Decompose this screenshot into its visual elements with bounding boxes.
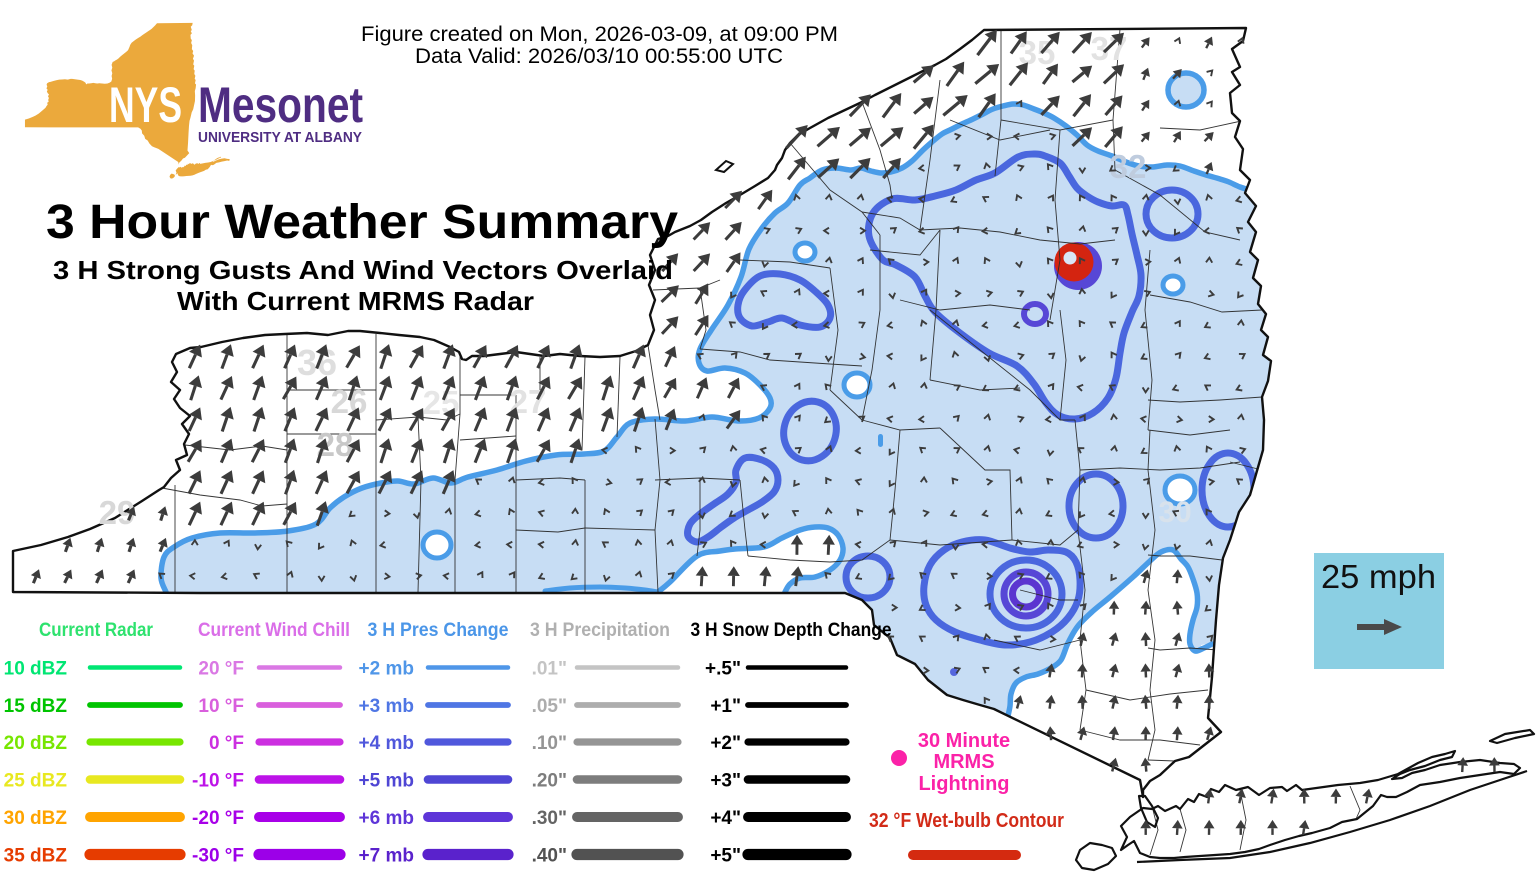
svg-text:With Current MRMS Radar: With Current MRMS Radar — [177, 286, 534, 316]
svg-text:10 °F: 10 °F — [198, 696, 244, 717]
svg-text:+4": +4" — [710, 808, 741, 829]
svg-text:UNIVERSITY AT ALBANY: UNIVERSITY AT ALBANY — [198, 129, 362, 146]
svg-text:+7 mb: +7 mb — [359, 846, 414, 867]
svg-text:25 dBZ: 25 dBZ — [4, 771, 68, 792]
svg-text:-10 °F: -10 °F — [192, 771, 244, 792]
svg-text:.10": .10" — [532, 733, 567, 754]
svg-text:.20": .20" — [532, 771, 567, 792]
svg-text:+5 mb: +5 mb — [359, 771, 414, 792]
svg-text:3 H Snow Depth Change: 3 H Snow Depth Change — [691, 619, 892, 641]
svg-text:36: 36 — [297, 342, 337, 383]
svg-text:+.5": +.5" — [705, 659, 741, 680]
svg-text:10 dBZ: 10 dBZ — [4, 659, 68, 680]
svg-text:Current Radar: Current Radar — [39, 619, 153, 641]
svg-text:30 dBZ: 30 dBZ — [4, 808, 68, 829]
svg-text:15 dBZ: 15 dBZ — [4, 696, 68, 717]
svg-text:.05": .05" — [532, 696, 567, 717]
svg-text:+4 mb: +4 mb — [359, 733, 414, 754]
svg-text:+2": +2" — [710, 733, 741, 754]
svg-text:Mesonet: Mesonet — [198, 77, 363, 133]
svg-text:MRMS: MRMS — [933, 751, 994, 773]
svg-text:+6 mb: +6 mb — [359, 808, 414, 829]
svg-text:3 Hour Weather Summary: 3 Hour Weather Summary — [46, 195, 678, 249]
svg-text:+3": +3" — [710, 771, 741, 792]
svg-text:20 °F: 20 °F — [198, 659, 244, 680]
svg-text:-20 °F: -20 °F — [192, 808, 244, 829]
svg-text:+1": +1" — [710, 696, 741, 717]
svg-text:.01": .01" — [532, 659, 567, 680]
svg-text:NYS: NYS — [109, 77, 182, 133]
svg-text:32 °F Wet-bulb Contour: 32 °F Wet-bulb Contour — [869, 810, 1064, 832]
svg-text:Data Valid: 2026/03/10 00:55:0: Data Valid: 2026/03/10 00:55:00 UTC — [415, 44, 783, 68]
svg-text:32: 32 — [1110, 148, 1147, 185]
svg-text:35 dBZ: 35 dBZ — [4, 846, 68, 867]
svg-text:Figure created on Mon, 2026-03: Figure created on Mon, 2026-03-09, at 09… — [361, 22, 838, 46]
svg-text:20 dBZ: 20 dBZ — [4, 733, 68, 754]
svg-text:+3 mb: +3 mb — [359, 696, 414, 717]
svg-text:Current Wind Chill: Current Wind Chill — [198, 619, 350, 641]
svg-text:3 H Precipitation: 3 H Precipitation — [530, 619, 670, 641]
svg-text:Lightning: Lightning — [918, 773, 1009, 795]
svg-text:.40": .40" — [532, 846, 567, 867]
svg-text:3 H Pres Change: 3 H Pres Change — [368, 619, 509, 641]
svg-text:30 Minute: 30 Minute — [918, 730, 1010, 752]
svg-text:3 H Strong Gusts And Wind Vect: 3 H Strong Gusts And Wind Vectors Overla… — [53, 255, 673, 285]
svg-text:-30 °F: -30 °F — [192, 846, 244, 867]
svg-text:.30": .30" — [532, 808, 567, 829]
svg-text:+2 mb: +2 mb — [359, 659, 414, 680]
svg-text:25 mph: 25 mph — [1321, 558, 1436, 595]
svg-text:0 °F: 0 °F — [209, 733, 244, 754]
svg-text:+5": +5" — [710, 846, 741, 867]
